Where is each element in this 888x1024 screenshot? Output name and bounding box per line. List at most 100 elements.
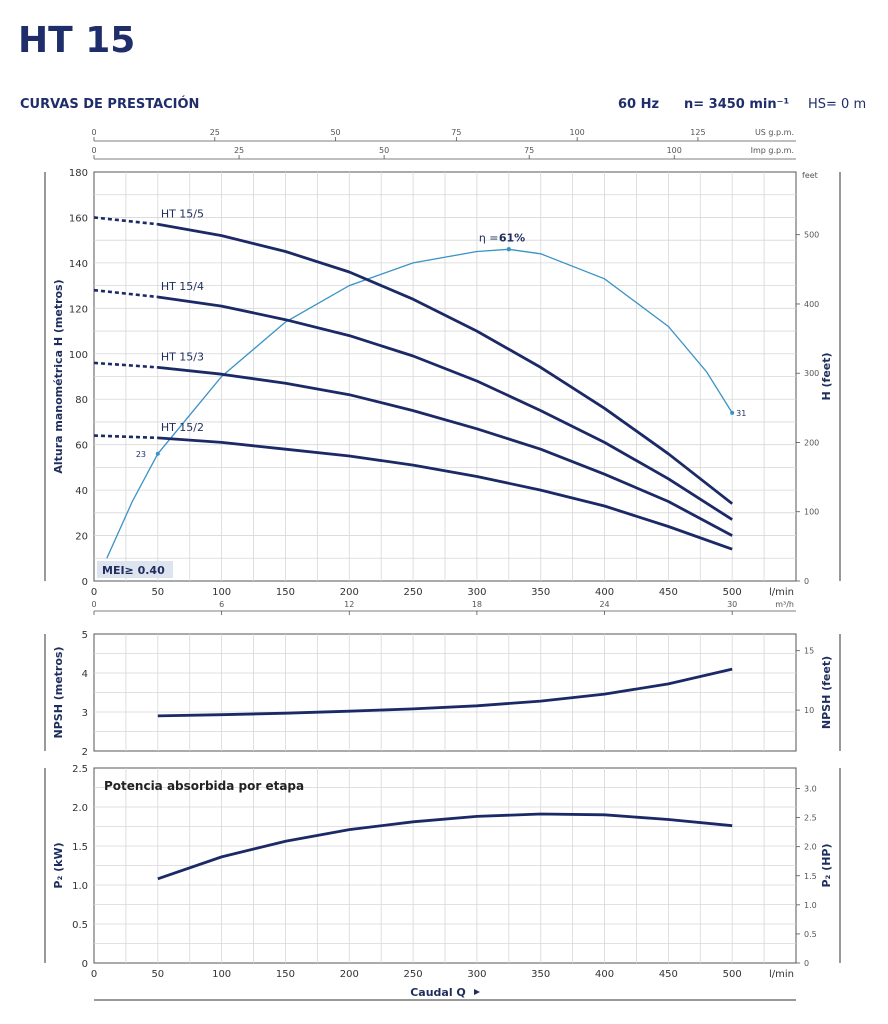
head-right-tick-label: 200 <box>804 438 819 447</box>
top-axis-unit-label: US g.p.m. <box>755 128 794 137</box>
top-axis-tick-label: 25 <box>234 146 244 155</box>
power-y-tick-label: 1.5 <box>72 842 88 853</box>
head-y-tick-label: 180 <box>69 168 88 179</box>
head-y-tick-label: 60 <box>75 441 88 452</box>
power-y-tick-label: 0.5 <box>72 920 88 931</box>
mei-box <box>97 561 173 578</box>
power-x-tick-label: 150 <box>276 969 295 980</box>
head-y-tick-label: 100 <box>69 350 88 361</box>
power-x-tick-label: 400 <box>595 969 614 980</box>
power-x-tick-label: 450 <box>659 969 678 980</box>
power-right-tick-label: 0 <box>804 959 809 968</box>
series-label: HT 15/4 <box>161 280 204 293</box>
power-y-tick-label: 2.0 <box>72 803 88 814</box>
mei-label: MEI≥ 0.40 <box>102 564 165 577</box>
npsh-right-tick-label: 10 <box>804 706 814 715</box>
top-axis-tick-label: 100 <box>667 146 682 155</box>
hs-label: HS= 0 m <box>808 97 866 112</box>
top-axis-tick-label: 50 <box>330 128 340 137</box>
head-y-tick-label: 20 <box>75 532 88 543</box>
m3h-axis-tick-label: 6 <box>219 600 224 609</box>
head-right-tick-label: 100 <box>804 508 819 517</box>
power-right-tick-label: 0.5 <box>804 930 817 939</box>
head-curve <box>157 436 733 551</box>
head-y-tick-label: 160 <box>69 213 88 224</box>
power-x-tick-label: 250 <box>404 969 423 980</box>
efficiency-value: 61% <box>499 231 525 244</box>
efficiency-point-label: 31 <box>736 409 746 418</box>
npsh-y-tick-label: 5 <box>82 630 88 641</box>
efficiency-peak-marker <box>506 247 512 252</box>
power-x-tick-label: 200 <box>340 969 359 980</box>
head-curve <box>157 366 733 537</box>
head-x-tick-label: 200 <box>340 587 359 598</box>
head-right-tick-label: 0 <box>804 577 809 586</box>
power-curve <box>157 812 733 881</box>
power-y-tick-label: 1.0 <box>72 881 88 892</box>
power-x-tick-label: 100 <box>212 969 231 980</box>
npsh-y-tick-label: 4 <box>82 669 88 680</box>
head-curve-dashed <box>93 434 158 440</box>
head-x-unit-label: l/min <box>769 587 794 598</box>
head-right-tick-label: 300 <box>804 369 819 378</box>
chart-subtitle: CURVAS DE PRESTACIÓN <box>20 96 199 112</box>
series-label: HT 15/5 <box>161 207 204 220</box>
npsh-y-tick-label: 3 <box>82 708 88 719</box>
right-unit-label: feet <box>802 171 818 180</box>
top-axis-tick-label: 100 <box>570 128 585 137</box>
head-curve <box>157 295 733 521</box>
series-label: HT 15/2 <box>161 421 204 434</box>
power-y-tick-label: 2.5 <box>72 764 88 775</box>
caudal-arrow-icon <box>474 989 480 995</box>
npsh-right-tick-label: 15 <box>804 647 814 656</box>
head-y-tick-label: 80 <box>75 395 88 406</box>
top-axis-tick-label: 125 <box>690 128 705 137</box>
head-y-tick-label: 140 <box>69 259 88 270</box>
head-x-tick-label: 300 <box>467 587 486 598</box>
head-curve-dashed <box>93 216 158 226</box>
top-axis-tick-label: 75 <box>524 146 534 155</box>
head-right-tick-label: 400 <box>804 300 819 309</box>
npsh-y-axis-title: NPSH (metros) <box>52 647 65 739</box>
head-x-tick-label: 0 <box>91 587 97 598</box>
head-x-tick-label: 150 <box>276 587 295 598</box>
head-x-tick-label: 350 <box>531 587 550 598</box>
head-right-tick-label: 500 <box>804 231 819 240</box>
head-curve <box>157 222 734 505</box>
power-right-tick-label: 3.0 <box>804 785 817 794</box>
series-label: HT 15/3 <box>161 350 204 363</box>
head-x-tick-label: 500 <box>723 587 742 598</box>
speed-label: n= 3450 min⁻¹ <box>684 97 789 112</box>
power-panel: 0 0.5 1.0 1.5 2.0 2.5 0 50 100 150 200 250 300 350 400… <box>44 764 841 1001</box>
top-axis-tick-label: 0 <box>91 146 96 155</box>
head-x-tick-label: 250 <box>404 587 423 598</box>
top-axis-unit-label: Imp g.p.m. <box>751 146 794 155</box>
npsh-y-tick-label: 2 <box>82 747 88 758</box>
m3h-axis-tick-label: 12 <box>344 600 354 609</box>
head-curve-dashed <box>93 361 158 369</box>
npsh-curve <box>157 667 733 718</box>
power-right-tick-label: 2.5 <box>804 814 817 823</box>
m3h-axis-tick-label: 18 <box>472 600 482 609</box>
efficiency-label: η = <box>479 231 499 244</box>
efficiency-point <box>730 410 735 415</box>
power-right-tick-label: 1.5 <box>804 872 817 881</box>
head-curve-dashed <box>93 288 158 299</box>
top-axis-tick-label: 0 <box>91 128 96 137</box>
top-axis-tick-label: 25 <box>210 128 220 137</box>
efficiency-curve <box>106 248 733 559</box>
top-axis-tick-label: 75 <box>451 128 461 137</box>
npsh-right-axis-title: NPSH (feet) <box>820 656 833 729</box>
head-x-tick-label: 400 <box>595 587 614 598</box>
npsh-panel: 2 3 4 5 10 15 NPSH (metros) NPSH (feet) <box>44 630 841 758</box>
efficiency-point <box>155 451 160 456</box>
power-x-unit-label: l/min <box>769 969 794 980</box>
m3h-axis-tick-label: 30 <box>727 600 737 609</box>
model-title: HT 15 <box>18 20 135 61</box>
power-right-tick-label: 2.0 <box>804 843 817 852</box>
head-y-tick-label: 40 <box>75 486 88 497</box>
head-y-axis-title: Altura manométrica H (metros) <box>52 279 65 473</box>
top-axis-tick-label: 50 <box>379 146 389 155</box>
power-y-tick-label: 0 <box>82 959 88 970</box>
